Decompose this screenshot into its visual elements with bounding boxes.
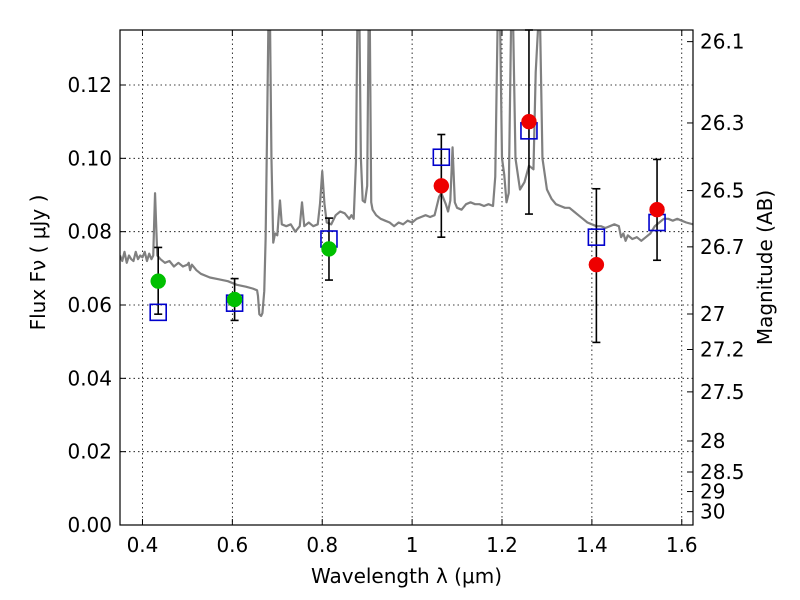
observed-point	[649, 201, 665, 218]
x-tick-label: 0.4	[127, 533, 159, 557]
grid-lines	[120, 30, 693, 525]
observed-points	[150, 113, 665, 308]
y-tick-label: 0.06	[67, 293, 112, 317]
plot-frame	[119, 29, 694, 526]
y-tick-label: 0.04	[67, 366, 112, 390]
right-tick-label: 26.7	[700, 235, 745, 259]
observed-point	[150, 273, 166, 289]
x-tick-labels: 0.4 0.6 0.8 1 1.2 1.4 1.6	[127, 533, 698, 557]
y-tick-label: 0.10	[67, 146, 112, 170]
right-tick-label: 30	[700, 500, 725, 524]
right-tick-label: 26.5	[700, 179, 745, 203]
x-tick-label: 1.6	[666, 533, 698, 557]
right-tick-label: 28.5	[700, 460, 745, 484]
observed-point	[226, 291, 243, 308]
model-point	[587, 228, 606, 246]
x-tick-label: 1.2	[486, 533, 518, 557]
y-tick-label: 0.12	[67, 73, 112, 97]
spectrum-path	[120, 30, 693, 318]
observed-point	[588, 256, 605, 273]
right-tick-label: 27.5	[700, 380, 745, 404]
y-axis-label: Flux Fν ( μJy )	[26, 195, 50, 331]
y-tick-label: 0.00	[67, 513, 112, 537]
model-point	[149, 303, 167, 322]
observed-point	[433, 178, 450, 194]
y-tick-labels: 0.00 0.02 0.04 0.06 0.08 0.10 0.12	[67, 73, 112, 537]
observed-point	[521, 113, 537, 130]
model-point	[432, 148, 451, 167]
right-tick-label: 29	[700, 480, 725, 504]
x-axis-label: Wavelength λ (μm)	[311, 564, 502, 588]
right-tick-label: 27	[700, 302, 725, 326]
y-tick-label: 0.08	[67, 220, 112, 244]
x-tick-label: 0.8	[306, 533, 338, 557]
x-tick-label: 1	[406, 533, 419, 557]
y-tick-label: 0.02	[67, 440, 112, 464]
observed-point	[321, 241, 337, 257]
right-tick-label: 27.2	[700, 338, 745, 362]
right-tick-label: 26.1	[700, 30, 745, 54]
right-tick-label: 26.3	[700, 111, 745, 135]
x-tick-label: 1.4	[576, 533, 608, 557]
spectrum-line	[120, 30, 693, 318]
x-tick-label: 0.6	[216, 533, 248, 557]
tick-marks	[120, 30, 693, 526]
right-axis-label: Magnitude (AB)	[753, 190, 777, 345]
right-tick-label: 28	[700, 429, 725, 453]
